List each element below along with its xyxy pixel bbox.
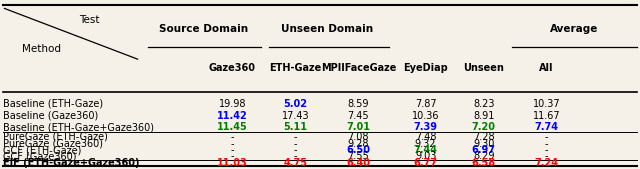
Text: 10.37: 10.37 <box>532 99 561 109</box>
Text: 7.24: 7.24 <box>534 158 559 168</box>
Text: 11.03: 11.03 <box>217 158 248 168</box>
Text: 7.39: 7.39 <box>413 122 438 132</box>
Text: -: - <box>545 145 548 155</box>
Text: 6.97: 6.97 <box>472 145 496 155</box>
Text: Baseline (ETH-Gaze): Baseline (ETH-Gaze) <box>3 99 103 109</box>
Text: EIF (ETH-Gaze+Gaze360): EIF (ETH-Gaze+Gaze360) <box>3 158 140 168</box>
Text: 8.91: 8.91 <box>473 111 495 121</box>
Text: 19.98: 19.98 <box>219 99 246 109</box>
Text: Baseline (ETH-Gaze+Gaze360): Baseline (ETH-Gaze+Gaze360) <box>3 122 154 132</box>
Text: -: - <box>230 139 234 149</box>
Text: 9.28: 9.28 <box>348 139 369 149</box>
Text: 8.29: 8.29 <box>473 151 495 161</box>
Text: -: - <box>230 132 234 142</box>
Text: -: - <box>545 132 548 142</box>
Text: 6.50: 6.50 <box>346 145 371 155</box>
Text: 7.01: 7.01 <box>346 122 371 132</box>
Text: 7.55: 7.55 <box>348 151 369 161</box>
Text: 6.58: 6.58 <box>472 158 496 168</box>
Text: Source Domain: Source Domain <box>159 24 248 34</box>
Text: -: - <box>230 145 234 155</box>
Text: Unseen: Unseen <box>463 63 504 73</box>
Text: -: - <box>230 151 234 161</box>
Text: 5.02: 5.02 <box>284 99 308 109</box>
Text: 5.11: 5.11 <box>284 122 308 132</box>
Text: 8.59: 8.59 <box>348 99 369 109</box>
Text: 9.03: 9.03 <box>415 151 436 161</box>
Text: PureGaze (ETH-Gaze): PureGaze (ETH-Gaze) <box>3 132 108 142</box>
Text: 7.08: 7.08 <box>348 132 369 142</box>
Text: ETH-Gaze: ETH-Gaze <box>269 63 322 73</box>
Text: MPIIFaceGaze: MPIIFaceGaze <box>321 63 396 73</box>
Text: GCF (ETH-Gaze): GCF (ETH-Gaze) <box>3 145 81 155</box>
Text: 7.45: 7.45 <box>348 111 369 121</box>
Text: GCF (Gaze360): GCF (Gaze360) <box>3 151 77 161</box>
Text: All: All <box>540 63 554 73</box>
Text: 4.75: 4.75 <box>284 158 308 168</box>
Text: 9.32: 9.32 <box>415 139 436 149</box>
Text: Unseen Domain: Unseen Domain <box>281 24 373 34</box>
Text: 9.30: 9.30 <box>473 139 495 149</box>
Text: -: - <box>294 139 298 149</box>
Text: 7.28: 7.28 <box>473 132 495 142</box>
Text: 7.20: 7.20 <box>472 122 496 132</box>
Text: Gaze360: Gaze360 <box>209 63 256 73</box>
Text: 8.23: 8.23 <box>473 99 495 109</box>
Text: Test: Test <box>79 15 100 25</box>
Text: 17.43: 17.43 <box>282 111 310 121</box>
Text: -: - <box>294 132 298 142</box>
Text: -: - <box>294 151 298 161</box>
Text: 11.45: 11.45 <box>217 122 248 132</box>
Text: Method: Method <box>22 44 61 54</box>
Text: -: - <box>545 139 548 149</box>
Text: EyeDiap: EyeDiap <box>403 63 448 73</box>
Text: 11.42: 11.42 <box>217 111 248 121</box>
Text: -: - <box>545 151 548 161</box>
Text: 11.67: 11.67 <box>532 111 561 121</box>
Text: 7.87: 7.87 <box>415 99 436 109</box>
Text: 10.36: 10.36 <box>412 111 439 121</box>
Text: 6.40: 6.40 <box>346 158 371 168</box>
Text: Baseline (Gaze360): Baseline (Gaze360) <box>3 111 99 121</box>
Text: 7.74: 7.74 <box>534 122 559 132</box>
Text: 7.44: 7.44 <box>413 145 438 155</box>
Text: Average: Average <box>550 24 598 34</box>
Text: PureGaze (Gaze360): PureGaze (Gaze360) <box>3 139 103 149</box>
Text: 7.48: 7.48 <box>415 132 436 142</box>
Text: -: - <box>294 145 298 155</box>
Text: 6.77: 6.77 <box>413 158 438 168</box>
